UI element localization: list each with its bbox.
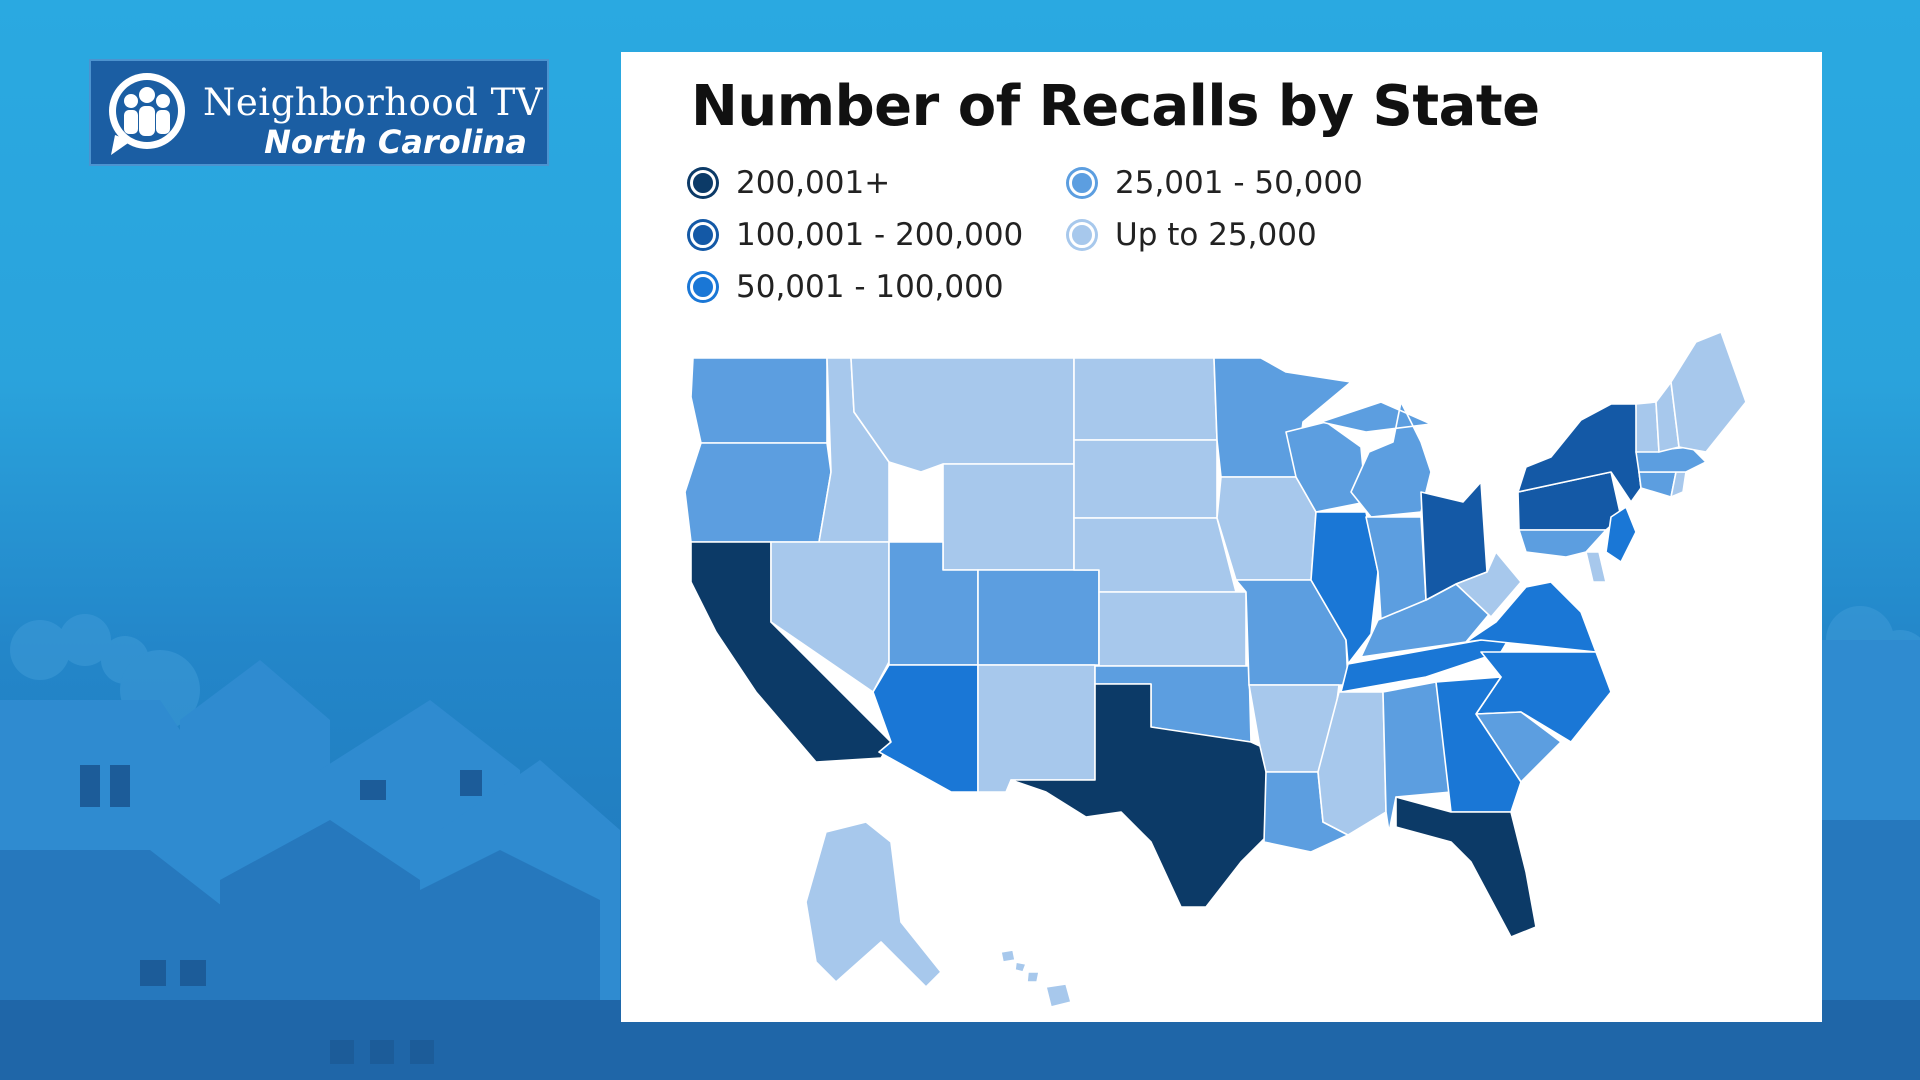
legend-swatch — [1069, 170, 1095, 196]
state-vt — [1635, 401, 1660, 453]
station-logo: Neighborhood TV North Carolina — [89, 59, 549, 166]
legend-label: 100,001 - 200,000 — [736, 217, 1024, 253]
state-ak — [805, 821, 942, 988]
state-fl — [1395, 796, 1537, 938]
state-hi — [1000, 949, 1072, 1008]
state-wy — [942, 463, 1075, 571]
legend-item-up-to-25000: Up to 25,000 — [1069, 217, 1317, 253]
legend-label: 25,001 - 50,000 — [1115, 165, 1363, 201]
state-mi — [1320, 401, 1432, 518]
legend-item-50001-100000: 50,001 - 100,000 — [690, 269, 1004, 305]
state-or — [684, 442, 832, 543]
state-wa — [690, 357, 828, 444]
logo-region-name: North Carolina — [264, 123, 527, 161]
legend-swatch — [690, 222, 716, 248]
legend-item-100001-200000: 100,001 - 200,000 — [690, 217, 1023, 253]
map-card: Number of Recalls by State 200,001+ 100,… — [621, 52, 1822, 1022]
state-ct — [1638, 471, 1677, 498]
state-wv — [1455, 551, 1522, 618]
state-md — [1518, 529, 1607, 558]
legend-swatch — [1069, 222, 1095, 248]
state-mt — [850, 357, 1075, 473]
people-speech-bubble-icon — [109, 73, 185, 155]
legend-item-200001-plus: 200,001+ — [690, 165, 890, 201]
legend-swatch — [690, 170, 716, 196]
state-ia — [1216, 476, 1317, 581]
state-va — [1465, 581, 1597, 653]
state-nj — [1605, 506, 1637, 563]
state-nd — [1073, 357, 1218, 441]
logo-brand-name: Neighborhood TV — [203, 81, 543, 124]
state-sd — [1073, 439, 1218, 519]
state-az — [872, 664, 979, 793]
state-tx — [1010, 683, 1277, 908]
legend-swatch — [690, 274, 716, 300]
state-nm — [977, 664, 1096, 793]
state-ks — [1098, 591, 1247, 667]
us-choropleth-map — [684, 331, 1747, 1008]
legend-label: 200,001+ — [736, 165, 891, 201]
state-de — [1585, 551, 1607, 583]
legend-label: 50,001 - 100,000 — [736, 269, 1004, 305]
legend-label: Up to 25,000 — [1115, 217, 1317, 253]
state-me — [1670, 331, 1747, 453]
state-mn — [1213, 357, 1352, 478]
state-co — [977, 569, 1100, 666]
legend-item-25001-50000: 25,001 - 50,000 — [1069, 165, 1363, 201]
state-ne — [1073, 517, 1237, 593]
chart-title: Number of Recalls by State — [691, 74, 1540, 139]
